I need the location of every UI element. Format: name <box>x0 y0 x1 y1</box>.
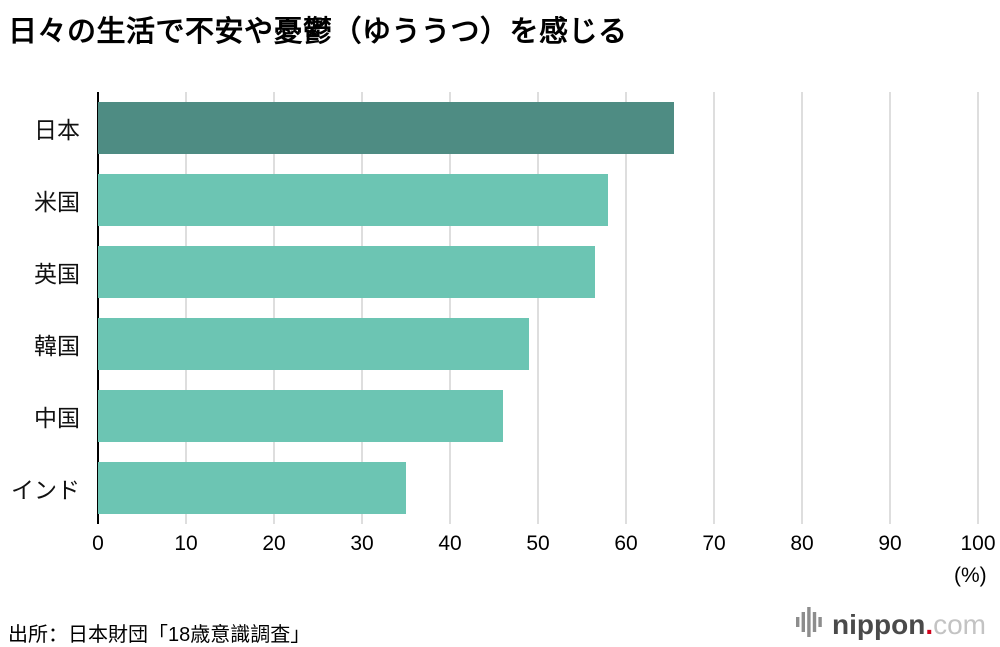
gridline <box>625 92 627 524</box>
y-axis-line <box>97 92 99 524</box>
source-note: 出所：日本財団「18歳意識調査」 <box>8 624 311 646</box>
gridline <box>977 92 979 524</box>
bar <box>98 390 503 442</box>
x-tick-label: 0 <box>92 532 104 555</box>
bar <box>98 462 406 514</box>
logo-tld: com <box>933 608 986 640</box>
x-tick-label: 60 <box>614 532 638 555</box>
x-tick-label: 70 <box>702 532 726 555</box>
x-tick-label: 90 <box>878 532 902 555</box>
gridline <box>185 92 187 524</box>
x-tick-label: 10 <box>174 532 198 555</box>
x-axis-ticks: 0 10 20 30 40 50 60 70 80 90 100 <box>92 532 995 560</box>
gridline <box>801 92 803 524</box>
x-tick-label: 30 <box>350 532 374 555</box>
nippon-logo-icon <box>796 604 823 645</box>
page-title: 日々の生活で不安や憂鬱（ゆううつ）を感じる <box>8 16 628 48</box>
nippon-logo-text: nippon.com <box>832 608 986 640</box>
bar <box>98 246 596 298</box>
bar <box>98 174 609 226</box>
category-label: 中国 <box>34 405 80 431</box>
nippon-com-logo[interactable]: nippon.com <box>796 604 986 645</box>
x-axis-unit-label: (%) <box>954 564 987 587</box>
category-label: 韓国 <box>34 333 80 359</box>
logo-dot: . <box>925 608 934 640</box>
category-label: 英国 <box>34 261 80 287</box>
gridline <box>449 92 451 524</box>
x-tick-label: 20 <box>262 532 286 555</box>
bar-chart <box>97 92 979 524</box>
logo-name: nippon <box>832 608 926 640</box>
category-labels: 日本米国英国韓国中国インド <box>0 92 90 524</box>
category-label: インド <box>11 477 80 503</box>
bar <box>98 318 530 370</box>
gridline <box>273 92 275 524</box>
x-tick-label: 40 <box>438 532 462 555</box>
category-label: 米国 <box>34 189 80 215</box>
bar-rows <box>98 92 978 524</box>
x-tick-label: 50 <box>526 532 550 555</box>
gridline <box>889 92 891 524</box>
gridline <box>537 92 539 524</box>
gridline <box>361 92 363 524</box>
category-label: 日本 <box>34 117 80 143</box>
x-tick-label: 80 <box>790 532 814 555</box>
x-tick-label: 100 <box>960 532 996 555</box>
gridline <box>713 92 715 524</box>
bar <box>98 102 675 154</box>
